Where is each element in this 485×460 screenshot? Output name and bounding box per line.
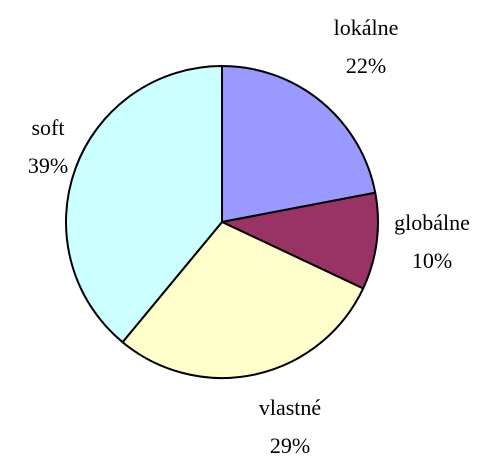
pie-slice bbox=[121, 221, 365, 379]
slice-label: vlastné bbox=[259, 395, 321, 420]
pie-slice bbox=[221, 191, 379, 290]
slice-label: lokálne bbox=[334, 15, 399, 40]
slice-value-label: 29% bbox=[270, 433, 310, 458]
slice-label: soft bbox=[32, 115, 65, 140]
slice-label: globálne bbox=[394, 210, 470, 235]
slice-value-label: 39% bbox=[28, 153, 68, 178]
slice-value-label: 10% bbox=[412, 248, 452, 273]
pie-slice bbox=[221, 65, 377, 223]
pie-slice bbox=[65, 65, 223, 344]
slice-value-label: 22% bbox=[346, 53, 386, 78]
